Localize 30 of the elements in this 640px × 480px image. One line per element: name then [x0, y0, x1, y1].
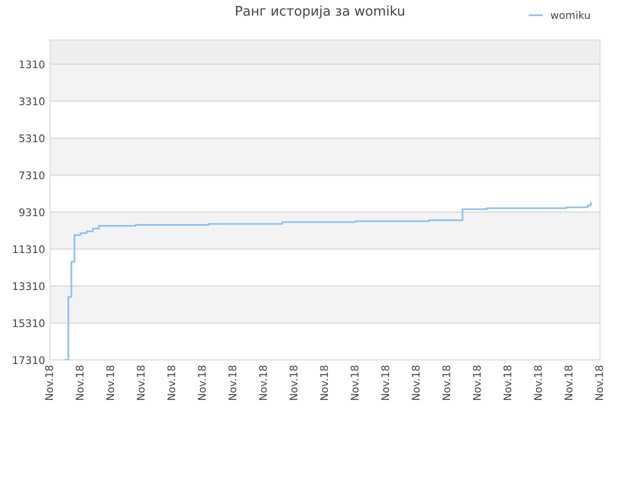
x-tick-label: Nov.18 — [198, 366, 206, 400]
y-tick-label: 7310 — [19, 171, 44, 180]
x-tick-label: Nov.18 — [564, 366, 572, 400]
y-tick-label: 5310 — [19, 134, 44, 142]
x-tick-label: Nov.18 — [45, 366, 54, 400]
chart-title: Ранг историја за womiku — [236, 6, 404, 18]
x-tick-label: Nov.18 — [472, 366, 481, 400]
x-tick-label: Nov.18 — [503, 366, 512, 400]
y-tick-label: 15310 — [13, 319, 44, 328]
x-tick-label: Nov.18 — [167, 366, 176, 400]
legend-label: womiku — [550, 10, 590, 20]
x-tick-label: Nov.18 — [320, 366, 328, 400]
y-tick-label: 17310 — [13, 356, 44, 364]
x-tick-label: Nov.18 — [595, 366, 604, 400]
x-tick-label: Nov.18 — [412, 366, 420, 400]
x-tick-label: Nov.18 — [290, 366, 298, 400]
y-tick-label: 3310 — [19, 97, 44, 106]
x-tick-label: Nov.18 — [228, 366, 236, 400]
y-tick-label: 9310 — [19, 208, 44, 216]
x-tick-label: Nov.18 — [381, 366, 390, 400]
x-tick-label: Nov.18 — [350, 366, 359, 400]
y-tick-label: 1310 — [20, 60, 44, 68]
x-tick-label: Nov.18 — [76, 366, 84, 400]
y-tick-label: 11310 — [13, 245, 44, 254]
x-tick-label: Nov.18 — [534, 366, 542, 400]
x-tick-label: Nov.18 — [442, 366, 450, 400]
y-tick-label: 13310 — [13, 282, 44, 290]
x-tick-label: Nov.18 — [259, 366, 267, 400]
x-tick-label: Nov.18 — [106, 366, 114, 400]
x-tick-label: Nov.18 — [136, 366, 145, 400]
